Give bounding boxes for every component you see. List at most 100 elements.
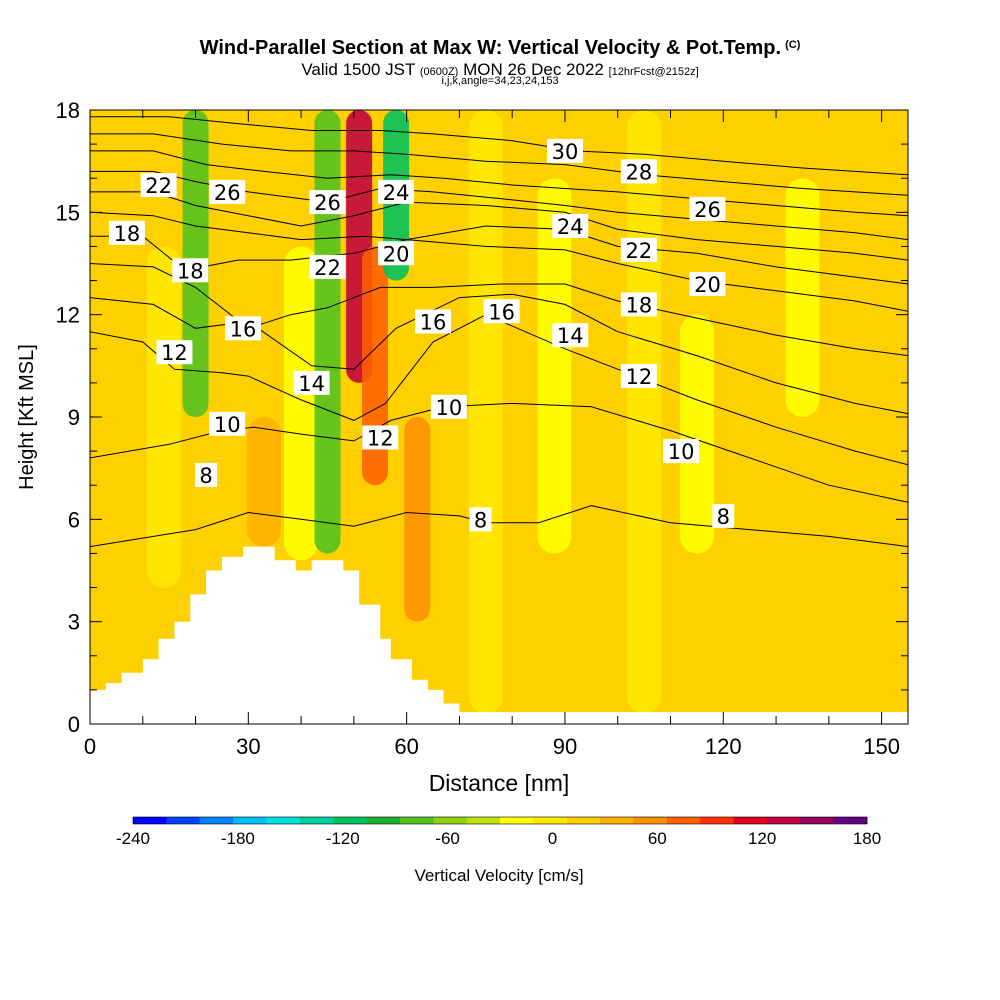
x-axis-label: Distance [nm] (429, 770, 570, 796)
chart-title-main: Wind-Parallel Section at Max W: Vertical… (199, 37, 782, 59)
contour-labels: 8 8 8 10 10 10 12 12 12 14 14 16 16 16 18 18 18 20 20 22 22 2… (108, 138, 735, 532)
contour-label-28: 30 (546, 138, 583, 164)
x-tick-label: 60 (394, 734, 418, 759)
contour-label-15: 18 (172, 258, 209, 283)
contour-label-box (378, 241, 415, 266)
contour-label-0: 8 (195, 462, 218, 488)
colorbar-swatch (833, 817, 868, 824)
x-axis: 0 30 60 90 120 150 (84, 110, 900, 759)
contour-label-22: 24 (378, 179, 415, 205)
colorbar-swatch (500, 817, 534, 824)
contour-label-8: 12 (620, 364, 657, 389)
contour-label-3: 10 (209, 411, 246, 437)
contour-label-text: 22 (145, 174, 172, 198)
x-tick-label: 150 (863, 734, 900, 759)
x-tick-label: 120 (705, 734, 742, 759)
velocity-band-10 (404, 417, 431, 622)
contour-label-box (209, 411, 246, 436)
y-tick-label: 9 (68, 405, 80, 430)
forecast-info: [12hrFcst@2152z] (608, 66, 699, 78)
contour-label-box (552, 323, 589, 348)
contour-label-9: 14 (293, 370, 330, 396)
valid-utc: (0600Z) (419, 66, 459, 78)
contour-label-27: 28 (620, 159, 657, 184)
contour-label-11: 16 (225, 316, 262, 341)
velocity-band-4 (247, 417, 282, 547)
colorbar-swatch (233, 817, 267, 824)
contour-label-26: 26 (689, 196, 726, 222)
contour-label-25: 26 (309, 190, 346, 215)
velocity-band-6 (314, 110, 341, 554)
y-axis: 0 3 6 9 12 15 18 (56, 98, 908, 737)
contour-label-4: 10 (430, 394, 467, 420)
colorbar-label: Vertical Velocity [cm/s] (414, 866, 583, 885)
colorbar-tick-label: -180 (221, 829, 255, 848)
contour-label-21: 22 (620, 237, 657, 263)
contour-label-text: 20 (383, 242, 410, 266)
contour-label-box (209, 179, 246, 204)
contour-label-box (620, 364, 657, 389)
colorbar-swatch (466, 817, 501, 824)
colorbar-frame (132, 816, 868, 825)
contour-label-box (225, 316, 262, 341)
contour-label-text: 10 (214, 413, 241, 437)
contour-label-box (620, 292, 657, 317)
velocity-band-12 (537, 178, 572, 554)
contour-label-23: 24 (552, 213, 589, 239)
velocity-band-16 (785, 178, 820, 417)
contour-label-box (309, 254, 346, 279)
contour-label-text: 26 (694, 198, 721, 222)
contour-label-box (620, 237, 657, 262)
theta-contour-30 (90, 116, 908, 176)
contour-label-text: 26 (314, 191, 341, 215)
y-tick-label: 0 (68, 712, 80, 737)
contour-label-text: 24 (557, 215, 584, 239)
velocity-band-13 (627, 110, 662, 714)
colorbar-swatch (666, 817, 701, 824)
contour-label-box (309, 190, 346, 215)
theta-contour-16 (90, 263, 908, 357)
colorbar-swatch (333, 817, 367, 824)
y-tick-label: 6 (68, 507, 80, 532)
theta-contour-22 (90, 191, 908, 261)
contour-label-box (620, 159, 657, 184)
colorbar-swatch (366, 817, 401, 824)
colorbar-swatch (766, 817, 801, 824)
contour-label-text: 14 (557, 324, 584, 348)
contour-label-text: 20 (694, 273, 721, 297)
contour-label-text: 16 (420, 310, 447, 334)
colorbar-swatch (600, 817, 634, 824)
contour-label-17: 20 (378, 241, 415, 266)
colorbar-swatch (199, 817, 234, 824)
contour-label-box (469, 507, 492, 532)
y-tick-label: 15 (56, 200, 80, 225)
colorbar-swatch (133, 817, 167, 824)
contour-label-10: 14 (552, 323, 589, 348)
contour-label-box (552, 213, 589, 238)
colorbar-swatch (266, 817, 301, 824)
contour-label-text: 16 (488, 300, 515, 324)
grid-indices: i,j,k,angle=34,23,24,153 (441, 75, 559, 87)
terrain (90, 546, 908, 724)
colorbar-tick-label: -120 (326, 829, 360, 848)
colorbar-tick-label: 120 (748, 829, 776, 848)
contour-label-text: 10 (668, 440, 695, 464)
contour-label-14: 18 (108, 220, 145, 246)
contour-label-text: 8 (474, 508, 487, 532)
chart-title: Wind-Parallel Section at Max W: Vertical… (0, 37, 1000, 60)
contour-label-text: 24 (383, 181, 410, 205)
contour-label-6: 12 (156, 340, 193, 365)
colorbar: -240 -180 -120 -60 0 60 120 180 (116, 816, 881, 848)
velocity-band-0 (99, 110, 134, 684)
contour-label-box (362, 425, 399, 450)
x-tick-label: 30 (236, 734, 260, 759)
velocity-band-11 (468, 110, 503, 714)
contour-label-box (546, 138, 583, 163)
contour-label-text: 22 (314, 256, 341, 280)
contour-label-2: 8 (712, 503, 735, 529)
contour-label-text: 12 (161, 341, 188, 365)
theta-contour-24 (90, 170, 908, 241)
theta-contour-14 (90, 293, 908, 415)
colorbar-swatch (166, 817, 201, 824)
theta-contours (90, 116, 908, 548)
